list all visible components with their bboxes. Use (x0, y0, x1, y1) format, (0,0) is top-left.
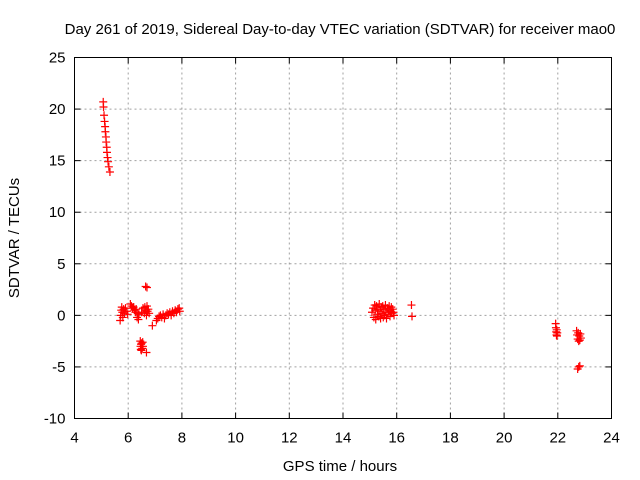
y-axis-label: SDTVAR / TECUs (6, 178, 23, 298)
data-point (99, 103, 108, 112)
data-point (574, 362, 583, 371)
data-point (142, 283, 151, 292)
data-point (175, 307, 184, 316)
x-tick-label: 6 (124, 430, 132, 447)
data-point (382, 314, 391, 323)
data-point (143, 307, 152, 316)
data-point (553, 328, 562, 337)
data-point (138, 342, 147, 351)
y-tick-label: 10 (49, 204, 66, 221)
x-tick-label: 10 (227, 430, 244, 447)
chart-title: Day 261 of 2019, Sidereal Day-to-day VTE… (65, 21, 616, 38)
x-tick-label: 16 (388, 430, 405, 447)
x-axis-label: GPS time / hours (283, 458, 397, 475)
y-tick-label: -10 (44, 411, 66, 428)
data-point (144, 305, 153, 314)
data-point (123, 310, 132, 319)
y-tick-label: 0 (57, 307, 65, 324)
data-point (390, 311, 399, 320)
data-point (118, 313, 127, 322)
data-point (141, 282, 150, 291)
y-tick-label: 25 (49, 50, 66, 67)
data-point (376, 307, 385, 316)
x-tick-label: 4 (70, 430, 78, 447)
axis-ticks: 4 6 8 10 12 14 16 18 20 22 24 -10 -5 0 5 10 15 20 25 (44, 50, 620, 447)
y-tick-label: 20 (49, 101, 66, 118)
data-point (407, 301, 416, 310)
data-point (148, 321, 157, 330)
data-point (173, 305, 182, 314)
x-tick-label: 18 (442, 430, 459, 447)
y-tick-label: -5 (52, 359, 65, 376)
data-point (152, 316, 161, 325)
y-tick-label: 5 (57, 256, 65, 273)
data-point (132, 305, 141, 314)
data-point (145, 309, 154, 318)
x-tick-label: 12 (281, 430, 298, 447)
data-point (104, 162, 113, 171)
x-tick-label: 24 (603, 430, 620, 447)
data-point (408, 312, 417, 321)
x-tick-label: 20 (496, 430, 513, 447)
grid-lines (74, 57, 612, 419)
data-point (575, 361, 584, 370)
data-point (128, 304, 137, 313)
data-point (105, 167, 114, 176)
data-point (104, 157, 113, 166)
x-tick-label: 22 (549, 430, 566, 447)
x-tick-label: 8 (178, 430, 186, 447)
data-point (142, 348, 151, 357)
data-point (137, 346, 146, 355)
x-tick-label: 14 (335, 430, 352, 447)
y-tick-label: 15 (49, 153, 66, 170)
data-point (576, 334, 585, 343)
data-points (99, 97, 585, 373)
